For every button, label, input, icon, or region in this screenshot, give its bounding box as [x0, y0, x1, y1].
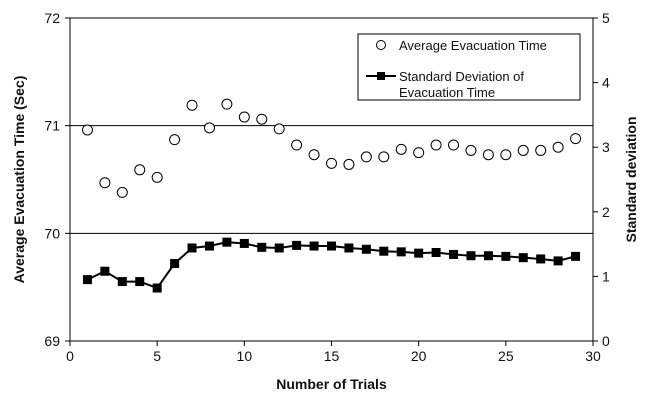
- sd-point: [309, 241, 319, 251]
- x-tick-label: 0: [66, 348, 74, 364]
- sd-point: [379, 246, 389, 256]
- avg-time-point: [343, 158, 355, 170]
- legend-box: [357, 33, 581, 101]
- avg-time-point: [413, 147, 425, 159]
- y-axis-left-title: Average Evacuation Time (Sec): [11, 76, 27, 284]
- x-tick-label: 5: [153, 348, 161, 364]
- series-layer: [81, 98, 582, 293]
- sd-point: [571, 251, 581, 261]
- avg-time-point: [482, 149, 494, 161]
- sd-point: [361, 244, 371, 254]
- avg-time-point: [378, 151, 390, 163]
- avg-time-point: [308, 149, 320, 161]
- avg-time-point: [238, 111, 250, 123]
- avg-time-point: [517, 144, 529, 156]
- avg-time-point: [99, 177, 111, 189]
- x-axis-title: Number of Trials: [276, 376, 387, 392]
- legend-label-avg: Average Evacuation Time: [399, 38, 547, 53]
- x-tick-label: 25: [498, 348, 514, 364]
- x-tick-label: 30: [585, 348, 601, 364]
- sd-point: [449, 249, 459, 259]
- avg-time-point: [203, 122, 215, 134]
- avg-time-point: [169, 134, 181, 146]
- y-right-tick-label: 5: [602, 10, 610, 26]
- avg-time-point: [81, 124, 93, 136]
- avg-time-point: [256, 113, 268, 125]
- sd-point: [466, 251, 476, 261]
- y-right-tick-label: 1: [602, 268, 610, 284]
- sd-point: [292, 240, 302, 250]
- avg-time-point: [500, 149, 512, 161]
- y-right-tick-label: 0: [602, 333, 610, 349]
- legend: Average Evacuation Time Standard Deviati…: [357, 33, 581, 101]
- y-left-tick-label: 72: [44, 10, 60, 26]
- sd-point: [222, 237, 232, 247]
- sd-point: [204, 241, 214, 251]
- sd-point: [344, 243, 354, 253]
- avg-time-point: [186, 99, 198, 111]
- legend-label-sd: Standard Deviation of Evacuation Time: [399, 69, 524, 100]
- sd-point: [170, 258, 180, 268]
- sd-point: [117, 277, 127, 287]
- avg-time-point: [116, 186, 128, 198]
- x-tick-label: 20: [411, 348, 427, 364]
- sd-point: [431, 247, 441, 257]
- sd-point: [501, 251, 511, 261]
- sd-point: [274, 243, 284, 253]
- y-right-tick-label: 2: [602, 204, 610, 220]
- y-left-tick-label: 70: [44, 225, 60, 241]
- sd-point: [536, 254, 546, 264]
- sd-point: [414, 248, 424, 258]
- sd-point: [396, 247, 406, 257]
- y-right-tick-label: 3: [602, 139, 610, 155]
- avg-time-point: [151, 171, 163, 183]
- avg-time-point: [326, 157, 337, 169]
- y-left-tick-label: 69: [44, 333, 60, 349]
- legend-marker-avg: [376, 40, 386, 50]
- avg-time-point: [273, 123, 285, 135]
- sd-point: [135, 277, 145, 287]
- avg-time-point: [570, 133, 582, 145]
- sd-point: [327, 241, 336, 251]
- y-left-tick-label: 71: [44, 118, 60, 134]
- sd-point: [152, 283, 162, 293]
- sd-point: [82, 275, 92, 285]
- sd-point: [239, 238, 249, 248]
- avg-time-point: [448, 139, 460, 151]
- sd-point: [100, 266, 110, 276]
- sd-point: [518, 253, 528, 263]
- x-tick-label: 15: [324, 348, 340, 364]
- y-axis-right-title: Standard deviation: [623, 116, 639, 242]
- sd-point: [257, 242, 267, 252]
- avg-time-point: [430, 139, 442, 151]
- avg-time-point: [465, 144, 477, 156]
- avg-time-point: [360, 151, 372, 163]
- sd-point: [483, 251, 493, 261]
- grid: [70, 125, 593, 234]
- x-tick-label: 10: [237, 348, 253, 364]
- sd-point: [553, 256, 563, 266]
- avg-time-point: [395, 143, 407, 155]
- legend-marker-sd: [377, 72, 385, 80]
- avg-time-point: [291, 139, 303, 151]
- avg-time-point: [535, 144, 547, 156]
- avg-time-point: [221, 98, 233, 110]
- sd-point: [187, 243, 197, 253]
- avg-time-point: [134, 164, 146, 176]
- y-right-tick-label: 4: [602, 75, 610, 91]
- avg-time-point: [552, 141, 564, 153]
